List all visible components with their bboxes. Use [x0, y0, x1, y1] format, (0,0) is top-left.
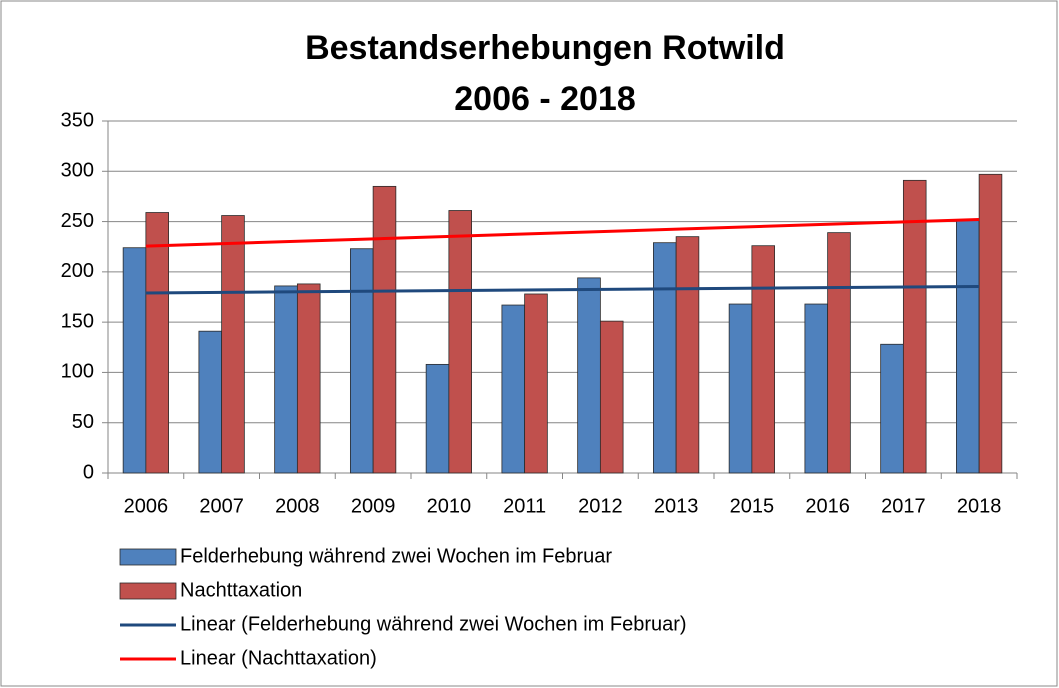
- bar: [577, 277, 601, 474]
- x-tick-label: 2006: [124, 495, 169, 517]
- bar: [653, 242, 677, 474]
- y-tick-label: 300: [61, 160, 94, 182]
- bar: [880, 343, 904, 474]
- x-tick-label: 2018: [957, 495, 1002, 517]
- legend-label: Linear (Felderhebung während zwei Wochen…: [180, 613, 687, 635]
- x-tick-label: 2016: [805, 495, 850, 517]
- bar: [122, 247, 147, 474]
- bar: [448, 210, 473, 474]
- bar: [372, 185, 397, 474]
- trend-line: [145, 284, 980, 295]
- trend-line: [145, 217, 980, 248]
- x-tick-label: 2010: [427, 495, 472, 517]
- x-tick-label: 2009: [351, 495, 396, 517]
- x-tick-label: 2015: [730, 495, 775, 517]
- x-tick-label: 2013: [654, 495, 699, 517]
- bar: [902, 179, 927, 474]
- legend-label: Linear (Nachttaxation): [180, 647, 377, 669]
- bar: [198, 330, 223, 474]
- bar: [675, 236, 700, 474]
- x-tick-label: 2007: [199, 495, 244, 517]
- bar: [524, 293, 548, 474]
- y-tick-label: 150: [61, 310, 94, 332]
- chart-title: Bestandserhebungen Rotwild: [305, 29, 785, 67]
- legend-label: Nachttaxation: [180, 579, 302, 601]
- x-tick-label: 2017: [881, 495, 926, 517]
- bar: [296, 283, 321, 474]
- y-tick-label: 350: [61, 109, 94, 131]
- bar: [599, 320, 624, 474]
- bar: [804, 303, 829, 474]
- bar: [221, 215, 245, 474]
- chart-subtitle: 2006 - 2018: [454, 80, 636, 118]
- x-tick-label: 2012: [578, 495, 623, 517]
- bar: [956, 220, 980, 474]
- bar: [274, 285, 298, 474]
- bar: [501, 304, 526, 474]
- bar: [145, 212, 170, 474]
- y-tick-label: 0: [83, 461, 94, 483]
- legend-swatch: [119, 582, 177, 600]
- legend-label: Felderhebung während zwei Wochen im Febr…: [180, 545, 612, 567]
- y-tick-label: 200: [61, 260, 94, 282]
- y-tick-label: 100: [61, 361, 94, 383]
- legend-swatch: [119, 548, 177, 566]
- bar: [728, 303, 753, 474]
- bar: [827, 232, 851, 474]
- x-tick-label: 2011: [503, 495, 546, 517]
- bar: [978, 173, 1003, 474]
- bar: [349, 248, 374, 474]
- bar: [751, 245, 776, 474]
- x-tick-label: 2008: [275, 495, 320, 517]
- y-tick-label: 250: [61, 210, 94, 232]
- y-tick-label: 50: [72, 411, 94, 433]
- bar: [425, 363, 450, 474]
